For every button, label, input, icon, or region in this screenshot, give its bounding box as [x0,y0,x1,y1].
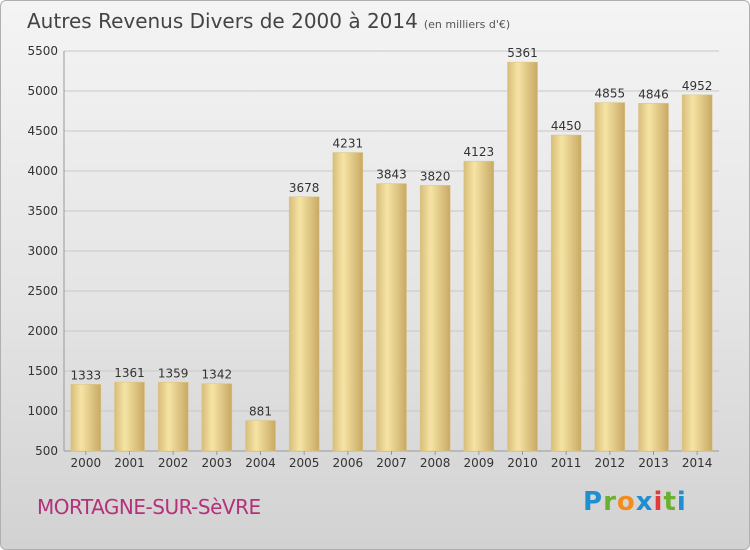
y-tick-label: 4500 [27,124,58,138]
bar-value-label: 1342 [202,368,233,382]
x-tick-label: 2005 [289,456,320,470]
y-tick-label: 4000 [27,164,58,178]
bar-value-label: 3843 [376,168,407,182]
x-tick-label: 2000 [71,456,102,470]
y-tick-label: 3500 [27,204,58,218]
bar-value-label: 5361 [507,46,538,60]
bar-value-label: 1333 [71,368,102,382]
bar-2002 [158,382,188,451]
x-tick-label: 2008 [420,456,451,470]
x-tick-label: 2009 [464,456,495,470]
y-tick-label: 2500 [27,284,58,298]
bar-value-label: 881 [249,405,272,419]
x-tick-label: 2006 [333,456,364,470]
bar-2011 [551,135,581,451]
y-tick-label: 500 [35,444,58,458]
bar-2006 [333,153,363,451]
bar-value-label: 1361 [114,366,145,380]
bar-2010 [508,62,538,451]
x-tick-label: 2001 [114,456,145,470]
bar-2005 [289,197,319,451]
y-tick-label: 1500 [27,364,58,378]
bar-value-label: 3678 [289,181,320,195]
bar-value-label: 4231 [333,137,364,151]
y-axis-ticks: 500 1000 1500 2000 2500 3000 3500 4000 4500 5000 5… [27,44,58,458]
bar-2013 [639,103,669,451]
bar-2001 [115,382,145,451]
bar-2014 [682,95,712,451]
x-tick-label: 2010 [507,456,538,470]
x-tick-label: 2011 [551,456,582,470]
bar-2003 [202,384,232,451]
bar-2004 [246,421,276,451]
bar-value-label: 4846 [638,87,669,101]
y-tick-label: 1000 [27,404,58,418]
x-tick-label: 2007 [376,456,407,470]
y-tick-label: 5000 [27,84,58,98]
y-tick-label: 2000 [27,324,58,338]
bar-value-label: 4855 [595,87,626,101]
x-tick-label: 2014 [682,456,713,470]
x-tick-label: 2013 [638,456,669,470]
bar-2000 [71,384,101,451]
town-name: MORTAGNE-SUR-SèVRE [37,495,261,519]
y-tick-label: 5500 [27,44,58,58]
bar-value-label: 4450 [551,119,582,133]
bar-2008 [420,185,450,451]
bar-2012 [595,103,625,451]
bars [71,62,712,451]
bar-2009 [464,161,494,451]
bar-value-label: 3820 [420,169,451,183]
proxiti-logo[interactable]: Proxiti [583,487,687,517]
y-tick-label: 3000 [27,244,58,258]
bar-value-label: 4952 [682,79,713,93]
bar-value-label: 1359 [158,366,189,380]
x-tick-label: 2004 [245,456,276,470]
x-tick-label: 2012 [595,456,626,470]
x-axis-ticks: 2000 2001 2002 2003 2004 2005 2006 2007 2008 2009… [71,451,713,470]
x-tick-label: 2002 [158,456,189,470]
bar-value-label: 4123 [464,145,495,159]
x-tick-label: 2003 [202,456,233,470]
bar-2007 [377,184,407,451]
